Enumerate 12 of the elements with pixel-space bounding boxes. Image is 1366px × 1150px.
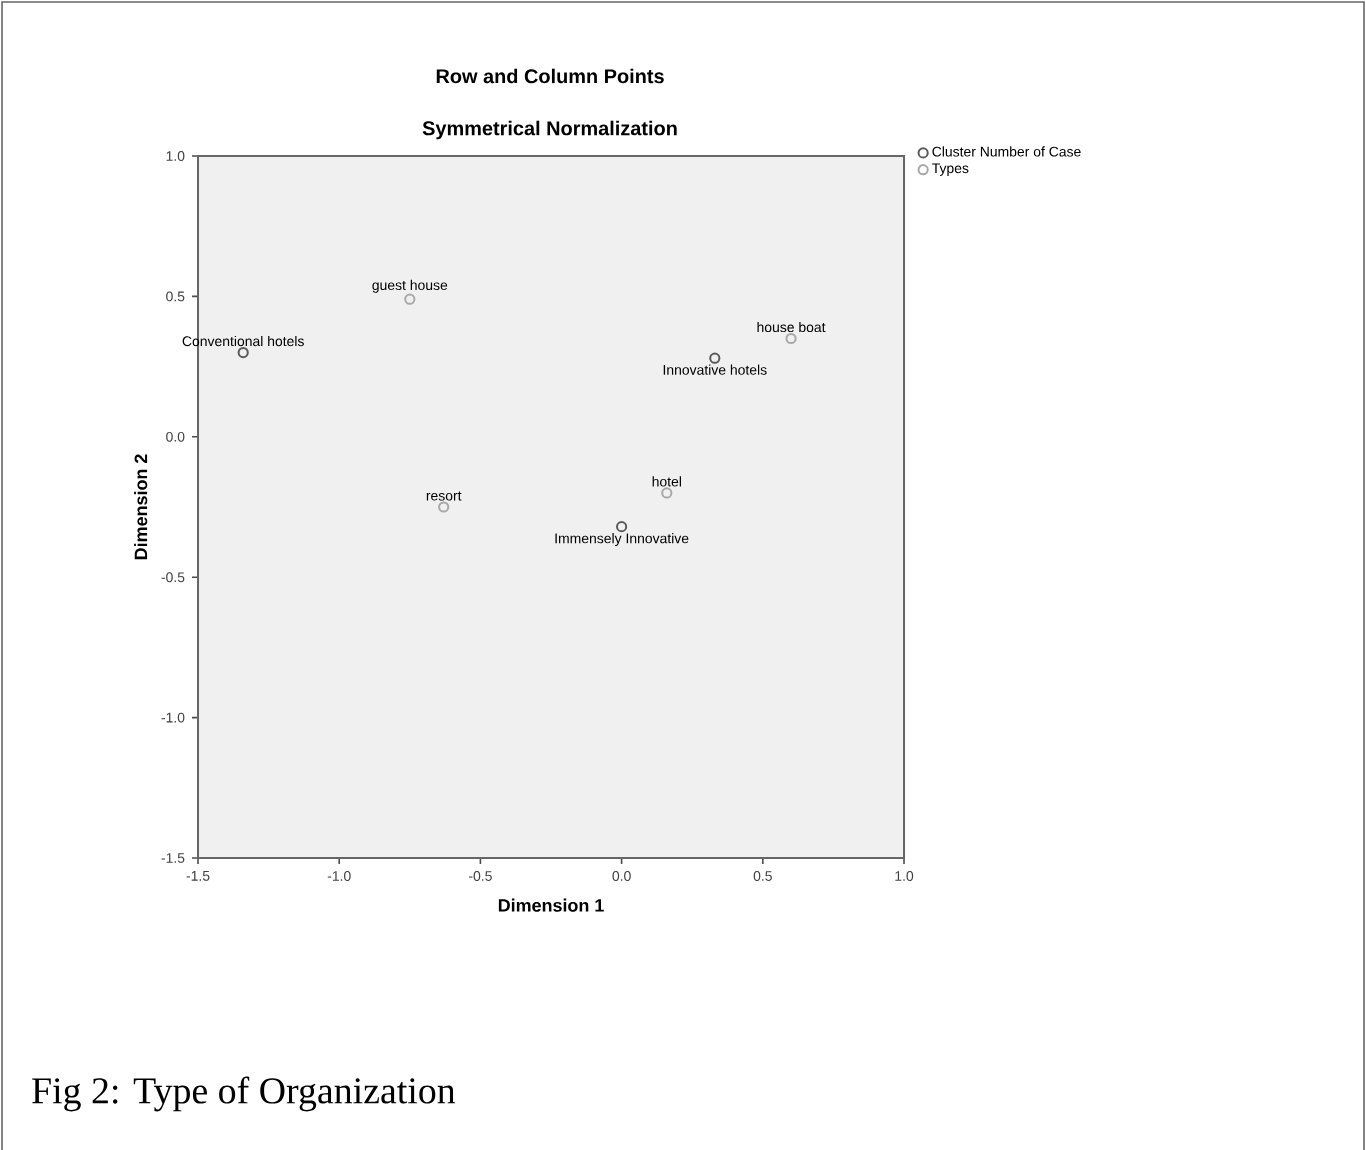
- point: [237, 346, 249, 359]
- point: [785, 332, 797, 345]
- point: [661, 487, 673, 499]
- caption: Fig 2: Type of Organization: [32, 1076, 456, 1112]
- point: [404, 293, 416, 305]
- y-axis-title: Dimension 2: [134, 454, 148, 560]
- chart-title: Row and Column Points: [436, 68, 664, 84]
- chart-subtitle: Symmetrical Normalization: [422, 120, 677, 140]
- point: [438, 501, 450, 513]
- point: [616, 521, 628, 533]
- point: [709, 352, 721, 364]
- x-axis-title: Dimension 1: [498, 898, 604, 912]
